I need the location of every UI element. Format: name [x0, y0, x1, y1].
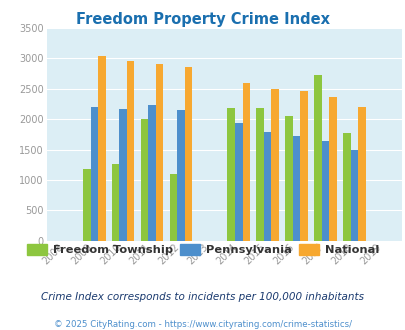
- Bar: [169, 174, 177, 241]
- Bar: [242, 83, 249, 241]
- Bar: [83, 169, 90, 241]
- Bar: [263, 132, 271, 241]
- Bar: [292, 136, 300, 241]
- Bar: [127, 61, 134, 241]
- Bar: [313, 75, 321, 241]
- Bar: [234, 123, 242, 241]
- Bar: [328, 97, 336, 241]
- Bar: [285, 116, 292, 241]
- Bar: [256, 108, 263, 241]
- Bar: [227, 108, 234, 241]
- Bar: [98, 56, 105, 241]
- Bar: [156, 64, 163, 241]
- Bar: [300, 91, 307, 241]
- Bar: [112, 164, 119, 241]
- Bar: [177, 110, 184, 241]
- Bar: [90, 107, 98, 241]
- Bar: [271, 89, 278, 241]
- Bar: [141, 119, 148, 241]
- Text: Freedom Property Crime Index: Freedom Property Crime Index: [76, 12, 329, 26]
- Bar: [321, 141, 328, 241]
- Bar: [148, 105, 156, 241]
- Text: Crime Index corresponds to incidents per 100,000 inhabitants: Crime Index corresponds to incidents per…: [41, 292, 364, 302]
- Bar: [342, 133, 350, 241]
- Bar: [184, 67, 192, 241]
- Bar: [350, 150, 357, 241]
- Bar: [119, 109, 127, 241]
- Bar: [357, 107, 364, 241]
- Legend: Freedom Township, Pennsylvania, National: Freedom Township, Pennsylvania, National: [22, 240, 383, 260]
- Text: © 2025 CityRating.com - https://www.cityrating.com/crime-statistics/: © 2025 CityRating.com - https://www.city…: [54, 320, 351, 329]
